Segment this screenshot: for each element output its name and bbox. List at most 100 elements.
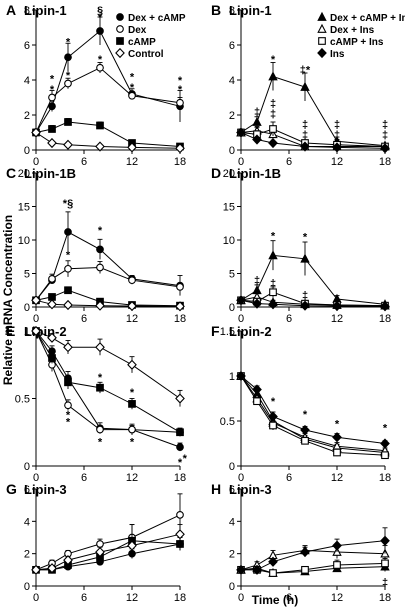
significance-marker: * xyxy=(66,250,71,262)
significance-marker: ‡ xyxy=(382,129,388,141)
x-tick-label: 6 xyxy=(81,156,87,168)
y-tick-label: 0.5 xyxy=(15,394,30,406)
series-line xyxy=(35,132,181,149)
y-tick-label: 4 xyxy=(229,75,235,87)
significance-marker: ‡ xyxy=(302,290,308,302)
panel-title: Lipin-1B xyxy=(229,166,281,181)
legend-label: cAMP xyxy=(128,37,156,48)
series-line xyxy=(35,330,181,433)
x-tick-label: 0 xyxy=(238,156,244,168)
significance-marker: ‡ xyxy=(334,129,340,141)
data-point xyxy=(95,342,105,353)
panel-c: 0 5 10 15 20 0 6 12 18 C Lipin-1B *§ * * xyxy=(6,165,186,325)
series-dex-camp xyxy=(32,327,184,452)
data-point xyxy=(332,142,342,153)
legend-marker xyxy=(317,47,327,59)
series-line xyxy=(35,330,181,433)
y-tick-label: 15 xyxy=(223,202,235,214)
data-point xyxy=(95,141,105,152)
series-ins xyxy=(236,370,390,449)
y-tick-label: 1 xyxy=(24,326,30,338)
x-axis-label: Time (h) xyxy=(252,593,298,607)
series-line xyxy=(240,375,386,452)
x-tick-label: 6 xyxy=(81,592,87,604)
panel-letter: F xyxy=(211,323,220,339)
series-line xyxy=(35,330,181,448)
data-point xyxy=(176,283,184,291)
legend-marker xyxy=(116,25,124,33)
data-point xyxy=(127,359,137,370)
data-point xyxy=(48,275,56,283)
data-point xyxy=(47,137,57,149)
x-tick-label: 18 xyxy=(379,592,391,604)
data-point xyxy=(381,559,389,568)
significance-marker: * xyxy=(178,457,183,469)
significance-marker: * xyxy=(50,84,55,96)
data-point xyxy=(300,424,310,436)
data-point xyxy=(175,143,185,154)
y-tick-label: 6 xyxy=(229,40,235,52)
x-tick-label: 0 xyxy=(33,313,39,325)
y-tick-label: 2 xyxy=(229,110,235,122)
series-camp-ins xyxy=(237,121,389,151)
data-point xyxy=(332,540,342,551)
panel-letter: D xyxy=(211,165,221,181)
data-point xyxy=(252,384,262,395)
data-point xyxy=(268,250,278,260)
series-line xyxy=(35,231,181,301)
significance-marker: * xyxy=(183,453,188,465)
data-point xyxy=(268,299,278,310)
data-point xyxy=(96,425,104,434)
series-line xyxy=(240,375,386,456)
x-tick-label: 6 xyxy=(286,472,292,484)
data-point xyxy=(128,276,136,285)
data-point xyxy=(127,142,137,153)
data-point xyxy=(96,245,104,254)
data-point xyxy=(127,540,137,551)
significance-marker: * xyxy=(66,416,71,428)
series-dex xyxy=(32,62,184,137)
data-point xyxy=(175,301,185,312)
data-point xyxy=(64,118,72,126)
series-line xyxy=(240,75,386,147)
legend-label: Dex + cAMP + Ins xyxy=(330,13,405,24)
panel-title: Lipin-3 xyxy=(24,482,67,497)
series-line xyxy=(241,540,386,571)
significance-marker: * xyxy=(66,70,71,82)
data-point xyxy=(96,63,104,72)
significance-marker: * xyxy=(383,422,388,434)
significance-marker: * xyxy=(271,230,276,242)
y-tick-label: 5 xyxy=(24,269,30,281)
data-point xyxy=(300,253,310,263)
significance-marker: * xyxy=(271,396,276,408)
data-point xyxy=(31,295,41,306)
significance-marker: *§ xyxy=(63,198,73,210)
x-tick-label: 0 xyxy=(238,313,244,325)
significance-marker: * xyxy=(178,84,183,96)
significance-marker: ‡ xyxy=(302,129,308,141)
data-point xyxy=(268,71,278,81)
legend-marker xyxy=(317,23,327,33)
panel-g: 0 2 4 6 0 6 12 18 G Lipin-3 xyxy=(6,481,186,604)
data-point xyxy=(127,300,137,312)
data-point xyxy=(176,428,184,437)
data-point xyxy=(128,400,136,408)
significance-marker: ‡ xyxy=(270,278,276,290)
series-line xyxy=(240,566,386,574)
significance-marker: ‡ xyxy=(382,577,388,589)
data-point xyxy=(175,529,185,540)
data-point xyxy=(47,563,57,574)
data-point xyxy=(252,116,262,126)
data-point xyxy=(268,137,278,149)
data-point xyxy=(268,411,278,422)
data-point xyxy=(252,134,262,145)
panel-letter: H xyxy=(211,481,221,497)
panel-letter: G xyxy=(6,481,17,497)
data-point xyxy=(31,325,41,337)
significance-marker: * xyxy=(335,419,340,431)
series-line xyxy=(241,562,386,574)
